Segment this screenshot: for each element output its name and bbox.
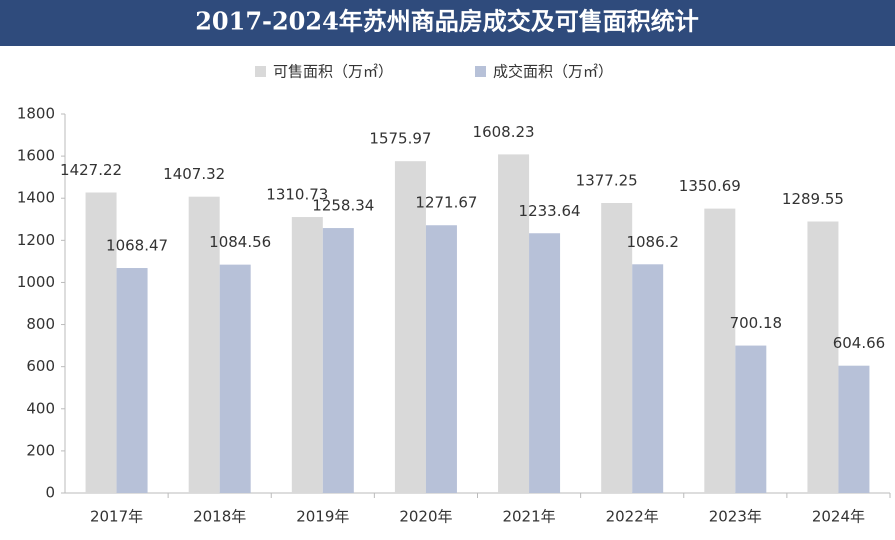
- y-tick-label: 800: [26, 315, 55, 333]
- bar: [188, 196, 220, 493]
- bar: [394, 161, 426, 493]
- bar: [529, 233, 561, 493]
- bar: [807, 221, 839, 493]
- x-tick-label: 2017年: [90, 508, 143, 526]
- bar: [601, 203, 633, 493]
- bar: [291, 217, 323, 493]
- x-tick-label: 2024年: [812, 508, 865, 526]
- x-tick-label: 2022年: [606, 508, 659, 526]
- legend-label: 可售面积（万㎡）: [273, 63, 393, 81]
- chart-title: 2017-2024年苏州商品房成交及可售面积统计: [195, 7, 699, 36]
- bar: [704, 208, 736, 493]
- legend-swatch: [255, 66, 266, 77]
- legend-swatch: [475, 66, 486, 77]
- data-label: 604.66: [833, 334, 886, 352]
- data-label: 1608.23: [473, 123, 535, 141]
- bar: [85, 192, 117, 493]
- bar: [116, 268, 148, 493]
- data-label: 1258.34: [312, 197, 374, 215]
- data-label: 1575.97: [369, 130, 431, 148]
- data-label: 1289.55: [782, 190, 844, 208]
- bar: [425, 225, 457, 494]
- bar: [219, 264, 251, 493]
- data-label: 1427.22: [60, 161, 122, 179]
- data-label: 1084.56: [209, 233, 271, 251]
- data-label: 1086.2: [626, 233, 679, 251]
- x-tick-label: 2023年: [709, 508, 762, 526]
- x-tick-label: 2021年: [502, 508, 555, 526]
- x-tick-label: 2019年: [296, 508, 349, 526]
- y-tick-label: 1200: [17, 231, 55, 249]
- x-tick-label: 2020年: [399, 508, 452, 526]
- data-label: 1233.64: [519, 202, 581, 220]
- data-label: 1310.73: [266, 186, 328, 204]
- bar: [735, 345, 767, 493]
- y-tick-label: 0: [45, 484, 55, 502]
- title-banner: [0, 0, 895, 46]
- y-tick-label: 1800: [17, 105, 55, 123]
- y-tick-label: 200: [26, 441, 55, 459]
- y-tick-label: 600: [26, 357, 55, 375]
- x-tick-label: 2018年: [193, 508, 246, 526]
- data-label: 1407.32: [163, 165, 225, 183]
- data-label: 1271.67: [415, 194, 477, 212]
- y-tick-label: 400: [26, 399, 55, 417]
- bar: [838, 365, 870, 493]
- data-label: 1350.69: [679, 177, 741, 195]
- data-label: 1068.47: [106, 237, 168, 255]
- bar: [322, 228, 354, 494]
- y-tick-label: 1400: [17, 189, 55, 207]
- y-tick-label: 1000: [17, 273, 55, 291]
- data-label: 700.18: [730, 314, 783, 332]
- legend-label: 成交面积（万㎡）: [493, 63, 613, 81]
- bar: [632, 264, 664, 493]
- data-label: 1377.25: [576, 172, 638, 190]
- y-tick-label: 1600: [17, 147, 55, 165]
- bar: [498, 154, 530, 493]
